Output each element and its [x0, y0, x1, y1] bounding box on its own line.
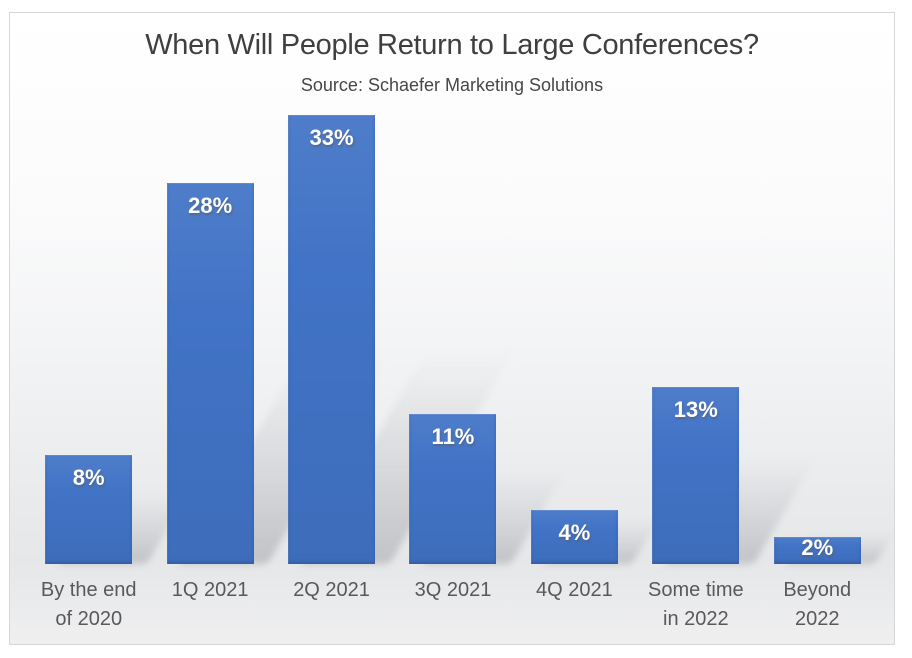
category-label-beyond-2022: Beyond 2022 — [783, 579, 852, 630]
bar-2q-2021: 33% — [288, 115, 376, 564]
value-label-2q-2021: 33% — [309, 125, 354, 150]
chart-title: When Will People Return to Large Confere… — [145, 29, 759, 61]
value-label-by-the-end-of-2020: 8% — [72, 465, 105, 490]
value-label-1q-2021: 28% — [188, 193, 233, 218]
category-label-4q-2021: 4Q 2021 — [536, 579, 613, 601]
bar-1q-2021: 28% — [166, 183, 254, 564]
chart-area: When Will People Return to Large Confere… — [9, 12, 895, 645]
bar-column-1q-2021: 28% 1Q 2021 — [149, 99, 400, 601]
bar-by-the-end-of-2020: 8% — [45, 455, 133, 564]
value-label-beyond-2022: 2% — [801, 535, 834, 560]
bar-4q-2021: 4% — [530, 510, 618, 564]
bar-chart: 8% By the end of 2020 28% 1Q 2021 33% 2Q 2021 1… — [28, 99, 894, 630]
chart-subtitle: Source: Schaefer Marketing Solutions — [300, 75, 604, 95]
bar-column-4q-2021: 4% 4Q 2021 — [514, 99, 661, 601]
value-label-some-time-in-2022: 13% — [673, 397, 718, 422]
bar-column-beyond-2022: 2% Beyond 2022 — [757, 99, 894, 630]
bar-some-time-in-2022: 13% — [652, 387, 740, 564]
category-label-3q-2021: 3Q 2021 — [414, 579, 492, 601]
value-label-4q-2021: 4% — [558, 520, 591, 545]
category-label-by-the-end-of-2020: By the end of 2020 — [40, 579, 137, 630]
bar-3q-2021: 11% — [409, 414, 497, 564]
value-label-3q-2021: 11% — [431, 424, 475, 449]
bar-column-2q-2021: 33% 2Q 2021 — [271, 99, 526, 601]
category-label-some-time-in-2022: Some time in 2022 — [648, 579, 744, 630]
bar-beyond-2022: 2% — [773, 535, 861, 564]
bar-column-3q-2021: 11% 3Q 2021 — [392, 99, 570, 601]
category-label-2q-2021: 2Q 2021 — [293, 579, 370, 601]
bar-column-by-the-end-of-2020: 8% By the end of 2020 — [28, 99, 192, 630]
category-label-1q-2021: 1Q 2021 — [171, 579, 249, 601]
bar-column-some-time-in-2022: 13% Some time in 2022 — [635, 99, 821, 630]
